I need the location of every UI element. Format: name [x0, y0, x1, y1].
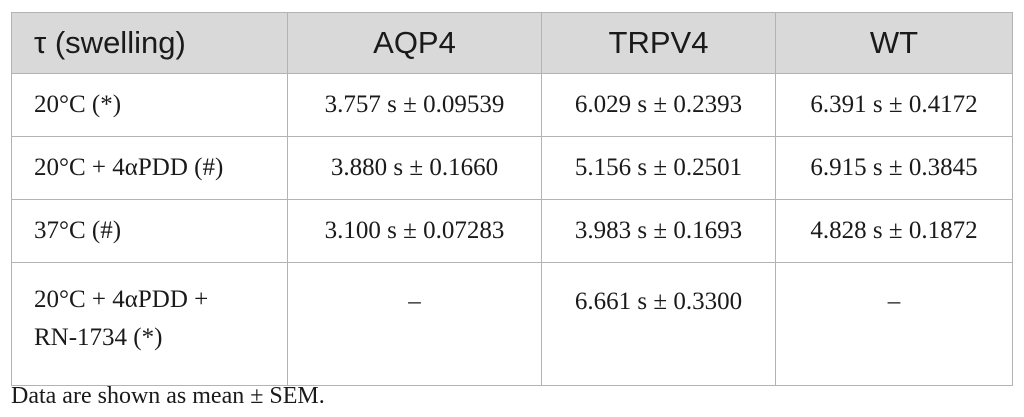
- cell-trpv4: 3.983 s ± 0.1693: [541, 199, 776, 263]
- cell-wt: –: [775, 262, 1013, 386]
- header-trpv4: TRPV4: [541, 12, 776, 74]
- data-table-container: τ (swelling) AQP4 TRPV4 WT 20°C (*) 3.75…: [11, 12, 1013, 386]
- table-footnote: Data are shown as mean ± SEM.: [11, 383, 325, 409]
- table-row: 20°C + 4αPDD (#) 3.880 s ± 0.1660 5.156 …: [11, 136, 1013, 200]
- cell-aqp4: –: [287, 262, 542, 386]
- cell-aqp4: 3.880 s ± 0.1660: [287, 136, 542, 200]
- cell-wt: 4.828 s ± 0.1872: [775, 199, 1013, 263]
- row-label-line-1: 20°C + 4αPDD +: [34, 286, 209, 313]
- row-label: 20°C + 4αPDD (#): [11, 136, 288, 200]
- header-aqp4: AQP4: [287, 12, 542, 74]
- cell-aqp4: 3.757 s ± 0.09539: [287, 73, 542, 137]
- row-label: 20°C + 4αPDD + RN-1734 (*): [11, 262, 288, 386]
- table-row: 37°C (#) 3.100 s ± 0.07283 3.983 s ± 0.1…: [11, 199, 1013, 263]
- table-header-row: τ (swelling) AQP4 TRPV4 WT: [11, 12, 1013, 74]
- table-row: 20°C (*) 3.757 s ± 0.09539 6.029 s ± 0.2…: [11, 73, 1013, 137]
- header-tau-swelling: τ (swelling): [11, 12, 288, 74]
- row-label-line-2: RN-1734 (*): [34, 324, 163, 351]
- cell-trpv4: 5.156 s ± 0.2501: [541, 136, 776, 200]
- swelling-time-table: τ (swelling) AQP4 TRPV4 WT 20°C (*) 3.75…: [11, 12, 1013, 386]
- cell-wt: 6.915 s ± 0.3845: [775, 136, 1013, 200]
- table-row: 20°C + 4αPDD + RN-1734 (*) – 6.661 s ± 0…: [11, 262, 1013, 386]
- row-label: 20°C (*): [11, 73, 288, 137]
- cell-wt: 6.391 s ± 0.4172: [775, 73, 1013, 137]
- cell-trpv4: 6.661 s ± 0.3300: [541, 262, 776, 386]
- header-wt: WT: [775, 12, 1013, 74]
- cell-aqp4: 3.100 s ± 0.07283: [287, 199, 542, 263]
- row-label: 37°C (#): [11, 199, 288, 263]
- cell-trpv4: 6.029 s ± 0.2393: [541, 73, 776, 137]
